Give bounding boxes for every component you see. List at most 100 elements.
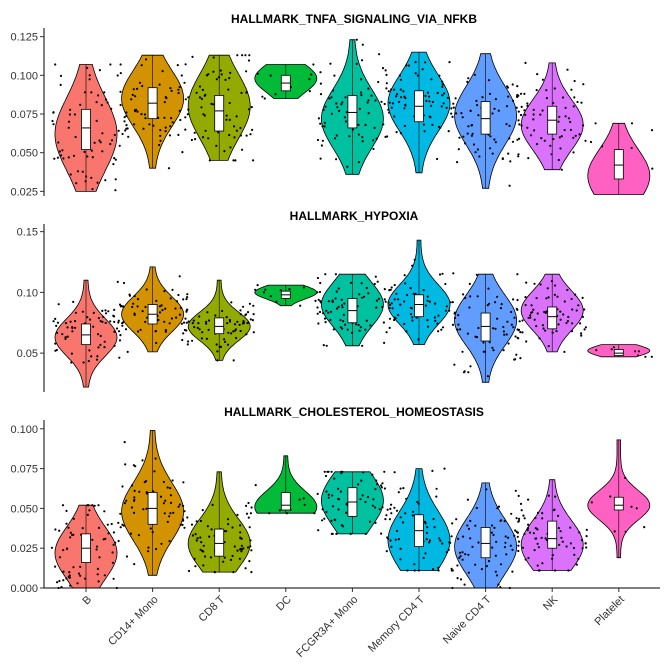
data-point [533, 318, 536, 321]
data-point [535, 143, 539, 146]
data-point [566, 68, 569, 71]
data-point [428, 115, 431, 118]
data-point [511, 570, 514, 573]
data-point [248, 54, 251, 57]
data-point [88, 349, 91, 352]
data-point [390, 503, 393, 506]
data-point [130, 98, 133, 101]
data-point [65, 509, 68, 512]
data-point [207, 328, 210, 331]
data-point [225, 316, 228, 319]
data-point [590, 501, 593, 504]
data-point [169, 125, 172, 128]
data-point [567, 315, 570, 319]
data-point [513, 358, 516, 361]
data-point [72, 533, 75, 536]
data-point [581, 315, 585, 318]
data-point [451, 115, 454, 118]
data-point [389, 507, 392, 510]
data-point [123, 502, 126, 505]
data-point [119, 334, 122, 337]
data-point [245, 512, 249, 515]
data-point [359, 498, 362, 501]
data-point [64, 322, 68, 325]
data-point [119, 90, 122, 93]
data-point [477, 114, 480, 117]
panel-title: HALLMARK_CHOLESTEROL_HOMEOSTASIS [224, 405, 484, 419]
data-point [68, 571, 71, 574]
data-point [454, 97, 457, 100]
data-point [504, 541, 507, 544]
data-point [126, 350, 129, 353]
data-point [114, 178, 117, 181]
data-point [389, 539, 392, 542]
data-point [144, 305, 147, 309]
data-point [247, 108, 251, 111]
data-point [428, 95, 431, 98]
data-point [238, 557, 241, 560]
panel-title: HALLMARK_HYPOXIA [290, 209, 419, 223]
y-tick-label: 0.000 [10, 583, 38, 595]
data-point [125, 555, 129, 558]
data-point [58, 556, 62, 559]
data-point [136, 110, 139, 113]
data-point [331, 505, 335, 508]
data-point [227, 523, 230, 526]
data-point [232, 159, 235, 162]
data-point [383, 487, 386, 490]
data-point [164, 130, 167, 133]
data-point [86, 504, 89, 507]
data-point [395, 292, 398, 295]
data-point [62, 570, 65, 573]
y-tick-label: 0.025 [10, 543, 38, 555]
data-point [238, 323, 241, 326]
data-point [518, 137, 521, 140]
data-point [344, 323, 347, 326]
data-point [461, 551, 464, 554]
data-point [563, 350, 566, 353]
data-point [426, 526, 429, 529]
data-point [584, 542, 587, 545]
data-point [533, 282, 536, 285]
data-point [574, 134, 577, 137]
data-point [464, 296, 467, 300]
data-point [541, 324, 545, 327]
data-point [397, 491, 400, 494]
panel-hallmark-cholesterol-homeostasis: HALLMARK_CHOLESTEROL_HOMEOSTASIS 0.000 0.0… [10, 405, 660, 660]
data-point [503, 520, 506, 523]
data-point [57, 303, 60, 306]
data-point [344, 96, 347, 99]
data-point [524, 296, 527, 299]
data-point [517, 520, 520, 523]
data-point [86, 66, 89, 70]
data-point [630, 505, 633, 508]
data-point [190, 138, 193, 142]
data-point [491, 112, 494, 115]
data-point [182, 332, 185, 335]
data-point [360, 479, 363, 482]
data-point [86, 316, 89, 319]
data-point [496, 507, 499, 510]
data-point [610, 348, 613, 351]
data-point [426, 295, 429, 298]
data-point [228, 318, 231, 322]
data-point [178, 503, 181, 506]
data-point [373, 126, 376, 129]
data-point [374, 521, 377, 525]
box-platelet [613, 496, 624, 511]
data-point [580, 539, 584, 542]
data-point [317, 298, 320, 301]
data-point [536, 312, 539, 315]
data-point [116, 280, 119, 283]
data-point [325, 510, 328, 514]
data-point [54, 342, 57, 345]
data-point [514, 529, 517, 532]
data-point [245, 91, 248, 94]
data-point [594, 122, 597, 125]
data-point [95, 358, 99, 361]
data-point [233, 125, 236, 128]
data-point [342, 313, 345, 316]
data-point [393, 283, 396, 287]
data-point [62, 157, 65, 160]
